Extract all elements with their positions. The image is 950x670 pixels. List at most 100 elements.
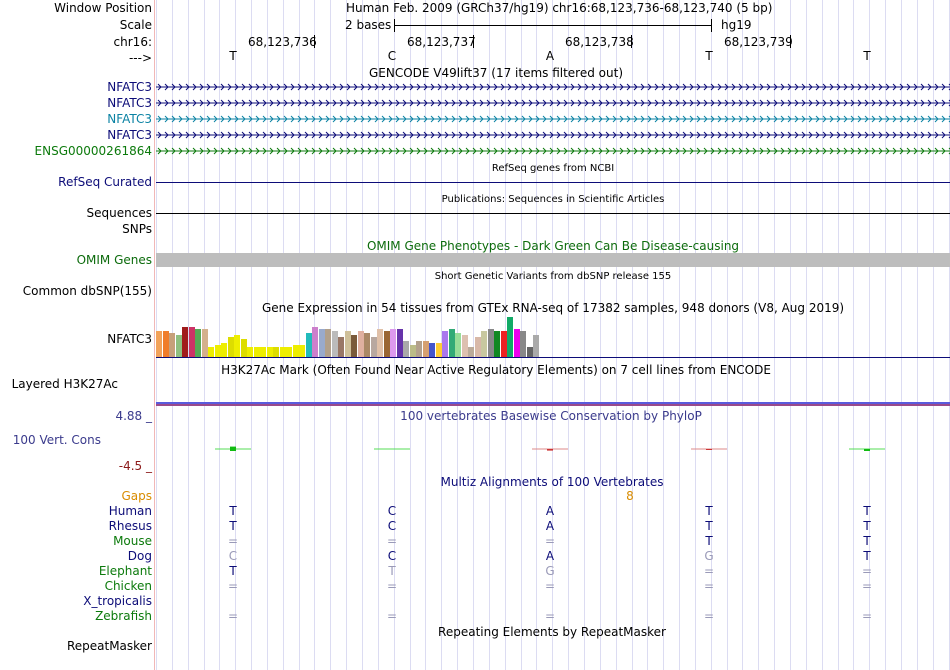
gencode-item-label[interactable]: NFATC3	[107, 80, 152, 94]
gtex-tissue-bar[interactable]	[533, 335, 539, 357]
gtex-tissue-bar[interactable]	[169, 333, 175, 357]
gtex-tissue-bar[interactable]	[188, 327, 195, 357]
gtex-tissue-bar[interactable]	[507, 317, 513, 357]
h3k27ac-track-label[interactable]: Layered H3K27Ac	[11, 377, 118, 391]
phylop-plot[interactable]	[156, 420, 950, 470]
gtex-tissue-bar[interactable]	[448, 329, 455, 357]
gtex-tissue-bar[interactable]	[364, 333, 370, 357]
gtex-tissue-bar[interactable]	[162, 331, 169, 357]
gtex-tissue-bar[interactable]	[357, 331, 364, 357]
gtex-tissue-bar[interactable]	[312, 327, 318, 357]
gtex-gene-line[interactable]	[156, 357, 950, 358]
publications-track-label[interactable]: Sequences	[86, 206, 152, 220]
gtex-tissue-bar[interactable]	[195, 329, 201, 357]
gtex-tissue-bar[interactable]	[214, 345, 221, 357]
h3k27ac-signal-line[interactable]	[156, 404, 950, 406]
guide-line	[663, 0, 664, 670]
gtex-tissue-bar[interactable]	[240, 339, 247, 357]
gtex-tissue-bar[interactable]	[338, 337, 344, 357]
gtex-tissue-bar[interactable]	[227, 337, 234, 357]
repeatmasker-track-label[interactable]: RepeatMasker	[66, 639, 152, 653]
gtex-tissue-bar[interactable]	[481, 331, 487, 357]
publications-line[interactable]	[156, 213, 950, 214]
gtex-tissue-bar[interactable]	[247, 347, 253, 357]
gtex-tissue-bar[interactable]	[286, 347, 292, 357]
gencode-transcript-line[interactable]	[156, 83, 950, 91]
gtex-tissue-bar[interactable]	[305, 333, 312, 357]
gtex-tissue-bar[interactable]	[461, 335, 468, 357]
gencode-item-label[interactable]: NFATC3	[107, 112, 152, 126]
gtex-tissue-bar[interactable]	[416, 341, 422, 357]
gtex-tissue-bar[interactable]	[156, 331, 162, 357]
gencode-item-label[interactable]: ENSG00000261864	[34, 144, 152, 158]
gtex-tissue-bar[interactable]	[526, 347, 533, 357]
refseq-track-label[interactable]: RefSeq Curated	[58, 175, 152, 189]
omim-track-label[interactable]: OMIM Genes	[76, 253, 152, 267]
gtex-tissue-bar[interactable]	[331, 331, 338, 357]
gtex-tissue-bar[interactable]	[468, 347, 474, 357]
gtex-tissue-bar[interactable]	[175, 335, 182, 357]
gencode-transcript-line[interactable]	[156, 99, 950, 107]
gtex-tissue-bar[interactable]	[292, 345, 299, 357]
gtex-tissue-bar[interactable]	[383, 331, 390, 357]
gtex-tissue-bar[interactable]	[390, 329, 396, 357]
strand-label: --->	[128, 51, 152, 65]
gtex-tissue-bar[interactable]	[494, 331, 500, 357]
multiz-track-title: Multiz Alignments of 100 Vertebrates	[440, 475, 664, 489]
gtex-tissue-bar[interactable]	[370, 337, 377, 357]
dbsnp-track-label[interactable]: Common dbSNP(155)	[22, 284, 152, 298]
sequence-base: T	[863, 49, 871, 63]
gtex-tissue-bar[interactable]	[442, 331, 448, 357]
gtex-tissue-bar[interactable]	[260, 347, 266, 357]
gencode-transcript-line[interactable]	[156, 131, 950, 139]
gtex-tissue-bar[interactable]	[351, 335, 357, 357]
gencode-item-label[interactable]: NFATC3	[107, 96, 152, 110]
gtex-tissue-bar[interactable]	[474, 337, 481, 357]
gtex-tissue-bar[interactable]	[500, 331, 507, 357]
scale-bar-tick	[394, 19, 395, 32]
gencode-transcript-line[interactable]	[156, 147, 950, 155]
gtex-tissue-bar[interactable]	[429, 343, 435, 357]
gencode-item-label[interactable]: NFATC3	[107, 128, 152, 142]
phylop-track-label[interactable]: 100 Vert. Cons	[12, 433, 101, 447]
gtex-tissue-bar[interactable]	[201, 329, 208, 357]
omim-gene-bar[interactable]	[156, 253, 950, 267]
guide-line	[917, 0, 918, 670]
guide-line	[584, 0, 585, 670]
gtex-tissue-bar[interactable]	[273, 347, 279, 357]
gtex-tissue-bar[interactable]	[422, 341, 429, 357]
gencode-transcript-line[interactable]	[156, 115, 950, 123]
gtex-chart[interactable]	[156, 316, 950, 357]
gtex-tissue-bar[interactable]	[182, 327, 188, 357]
gtex-tissue-bar[interactable]	[487, 329, 494, 357]
gtex-tissue-bar[interactable]	[299, 345, 305, 357]
gtex-tissue-bar[interactable]	[396, 329, 403, 357]
h3k27ac-signal-line[interactable]	[156, 402, 950, 404]
gtex-tissue-bar[interactable]	[403, 341, 409, 357]
gtex-tissue-bar[interactable]	[266, 347, 273, 357]
gtex-tissue-bar[interactable]	[208, 347, 214, 357]
refseq-gene-line[interactable]	[156, 182, 950, 183]
gtex-tissue-bar[interactable]	[279, 347, 286, 357]
phylop-score-bar	[706, 449, 712, 450]
guide-line	[711, 0, 712, 670]
gtex-tissue-bar[interactable]	[344, 331, 351, 357]
gtex-tissue-bar[interactable]	[234, 335, 240, 357]
gtex-tissue-bar[interactable]	[318, 329, 325, 357]
gtex-tissue-bar[interactable]	[513, 329, 520, 357]
gtex-tissue-bar[interactable]	[253, 347, 260, 357]
alignment-base: T	[705, 504, 713, 518]
coord-label: 68,123,739	[724, 35, 793, 49]
dbsnp-track-title: Short Genetic Variants from dbSNP releas…	[434, 271, 672, 282]
gtex-tissue-bar[interactable]	[221, 343, 227, 357]
gtex-track-label[interactable]: NFATC3	[107, 332, 152, 346]
gtex-tissue-bar[interactable]	[377, 329, 383, 357]
snps-track-label[interactable]: SNPs	[122, 222, 152, 236]
gtex-tissue-bar[interactable]	[409, 345, 416, 357]
gtex-tissue-bar[interactable]	[325, 329, 331, 357]
gtex-tissue-bar[interactable]	[455, 333, 461, 357]
gtex-tissue-bar[interactable]	[435, 343, 442, 357]
track-data-area[interactable]: Human Feb. 2009 (GRCh37/hg19) chr16:68,1…	[156, 0, 950, 670]
alignment-base: =	[861, 609, 873, 623]
gtex-tissue-bar[interactable]	[520, 331, 526, 357]
